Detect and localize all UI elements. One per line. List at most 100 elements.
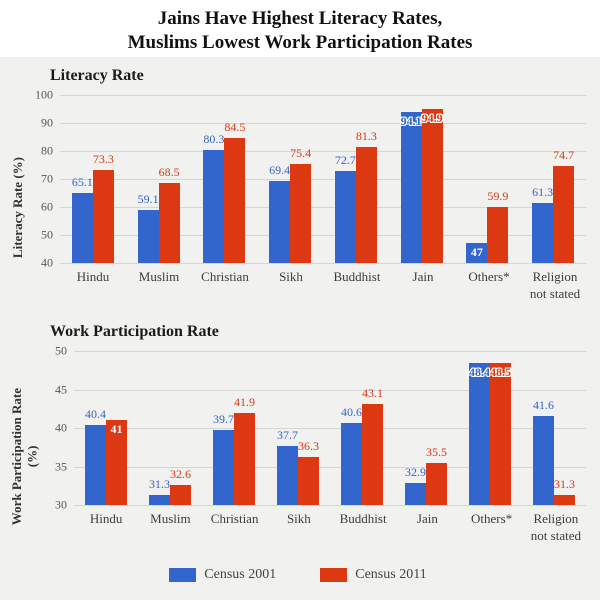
barwrap-census-2011-others: 48.5 [490, 351, 511, 505]
bar-census-2001-muslim[interactable] [149, 495, 170, 505]
value-label-census-2001-religion-not-stated: 61.3 [532, 185, 554, 200]
bar-group-religion-not-stated: 61.3 74.7 [520, 95, 586, 263]
value-label-census-2011-religion-not-stated: 31.3 [554, 477, 575, 491]
bar-census-2011-hindu[interactable] [106, 420, 127, 505]
value-label-census-2001-muslim: 31.3 [149, 477, 170, 491]
bar-census-2011-sikh[interactable] [298, 456, 319, 505]
value-label-census-2011-hindu: 41 [110, 422, 123, 437]
bar-groups: 65.1 73.3 59.1 68.5 80.3 84.5 69.4 75.4 72.7 81.3… [60, 95, 586, 263]
bar-census-2001-hindu[interactable] [71, 192, 93, 263]
bar-census-2001-religion-not-stated[interactable] [532, 203, 554, 263]
bar-census-2011-buddhist[interactable] [355, 147, 377, 263]
bar-census-2011-jain[interactable] [421, 109, 443, 263]
bar-census-2011-muslim[interactable] [170, 484, 191, 505]
bar-census-2011-christian[interactable] [224, 138, 246, 263]
bar-census-2001-hindu[interactable] [85, 424, 106, 505]
work-plot-area: 50 45 40 35 30 40.4 41 31.3 32.6 39.7 41.9 37.7 36.3… [55, 344, 586, 512]
x-category-label-buddhist: Buddhist [339, 511, 387, 526]
barwrap-census-2011-jain: 35.5 [426, 351, 447, 505]
bar-group-others: 47 59.9 [455, 95, 521, 263]
gridline-40 [60, 263, 586, 264]
barwrap-census-2001-christian: 80.3 [203, 95, 225, 263]
bar-census-2011-others[interactable] [487, 207, 509, 263]
bar-census-2011-muslim[interactable] [158, 183, 180, 263]
value-label-census-2011-buddhist: 43.1 [362, 386, 383, 401]
bar-census-2011-christian[interactable] [234, 413, 255, 505]
bar-census-2011-others[interactable] [490, 362, 511, 505]
bar-census-2011-hindu[interactable] [92, 169, 114, 263]
bar-group-sikh: 69.4 75.4 [257, 95, 323, 263]
bar-census-2001-sikh[interactable] [269, 180, 291, 263]
value-label-census-2011-others: 48.5 [490, 364, 511, 379]
y-tick-label-30: 30 [55, 497, 67, 512]
x-category-label-jain: Jain [412, 269, 434, 284]
barwrap-census-2001-buddhist: 40.6 [341, 351, 362, 505]
bar-census-2001-christian[interactable] [213, 430, 234, 505]
bar-group-christian: 80.3 84.5 [192, 95, 258, 263]
value-label-census-2001-sikh: 69.4 [269, 162, 291, 177]
gridline-70 [60, 179, 586, 180]
x-category-label-hindu: Hindu [89, 511, 123, 526]
literacy-chart-title: Literacy Rate [50, 67, 144, 84]
bar-census-2001-buddhist[interactable] [341, 423, 362, 505]
x-category-label-religion-not-stated: Religion not stated [529, 269, 581, 301]
value-label-census-2011-sikh: 75.4 [290, 145, 312, 160]
work-y-axis-title: Work Participation Rate (%) [9, 388, 40, 526]
page-title: Jains Have Highest Literacy Rates, Musli… [0, 0, 600, 56]
bar-census-2001-jain[interactable] [405, 482, 426, 505]
literacy-x-axis-labels: Hindu Muslim Christian Sikh Buddhist Jain Othe… [60, 269, 588, 321]
bar-census-2001-others[interactable] [469, 363, 490, 505]
bar-census-2011-religion-not-stated[interactable] [554, 495, 575, 505]
bar-census-2011-buddhist[interactable] [362, 404, 383, 505]
bar-census-2001-religion-not-stated[interactable] [533, 415, 554, 505]
value-label-census-2011-christian: 84.5 [224, 120, 246, 135]
barwrap-census-2011-hindu: 73.3 [92, 95, 114, 263]
bar-census-2001-others[interactable] [466, 243, 488, 263]
gridline-50 [60, 235, 586, 236]
bar-census-2011-religion-not-stated[interactable] [553, 165, 575, 263]
barwrap-census-2011-muslim: 68.5 [158, 95, 180, 263]
bar-census-2011-jain[interactable] [426, 462, 447, 505]
value-label-census-2001-others: 48.4 [469, 365, 490, 380]
bar-census-2011-sikh[interactable] [290, 163, 312, 263]
x-category-label-sikh: Sikh [279, 269, 303, 284]
x-category-label-others: Others* [468, 269, 510, 284]
bar-group-christian: 39.7 41.9 [202, 351, 266, 505]
bar-group-jain: 94.1 94.9 [389, 95, 455, 263]
barwrap-census-2001-jain: 32.9 [405, 351, 426, 505]
value-label-census-2011-jain: 35.5 [426, 444, 447, 459]
legend: Census 2001 Census 2011 [8, 567, 588, 583]
x-category-label-muslim: Muslim [138, 269, 180, 284]
bar-census-2001-jain[interactable] [400, 111, 422, 263]
barwrap-census-2001-buddhist: 72.7 [334, 95, 356, 263]
legend-item-census-2011: Census 2011 [320, 567, 427, 583]
barwrap-census-2011-buddhist: 81.3 [355, 95, 377, 263]
barwrap-census-2001-hindu: 65.1 [71, 95, 93, 263]
y-tick-label-90: 90 [41, 115, 53, 130]
value-label-census-2001-christian: 80.3 [203, 132, 225, 147]
bar-census-2001-christian[interactable] [203, 150, 225, 263]
bar-census-2001-buddhist[interactable] [334, 171, 356, 263]
y-tick-label-45: 45 [55, 382, 67, 396]
gridline-35 [74, 466, 586, 468]
value-label-census-2001-religion-not-stated: 41.6 [533, 397, 554, 412]
barwrap-census-2011-jain: 94.9 [421, 95, 443, 263]
page-title-line2: Muslims Lowest Work Participation Rates [127, 32, 473, 54]
bar-census-2001-muslim[interactable] [137, 209, 159, 263]
barwrap-census-2001-others: 47 [466, 95, 488, 263]
barwrap-census-2001-others: 48.4 [469, 351, 490, 505]
work-x-axis-labels: Hindu Muslim Christian Sikh Buddhist Jain Othe… [74, 511, 588, 563]
x-category-label-jain: Jain [416, 511, 438, 526]
work-chart-title: Work Participation Rate [50, 323, 219, 340]
bar-group-others: 48.4 48.5 [458, 351, 522, 505]
census-2011-label: Census 2011 [355, 567, 427, 582]
value-label-census-2001-jain: 32.9 [405, 464, 426, 479]
bar-census-2001-sikh[interactable] [277, 445, 298, 505]
y-tick-label-70: 70 [41, 171, 53, 186]
literacy-y-axis-title: Literacy Rate (%) [10, 157, 26, 259]
gridline-80 [60, 151, 586, 152]
y-tick-label-50: 50 [55, 343, 67, 358]
barwrap-census-2001-religion-not-stated: 41.6 [533, 351, 554, 505]
barwrap-census-2001-christian: 39.7 [213, 351, 234, 505]
census-2001-label: Census 2001 [204, 567, 277, 582]
